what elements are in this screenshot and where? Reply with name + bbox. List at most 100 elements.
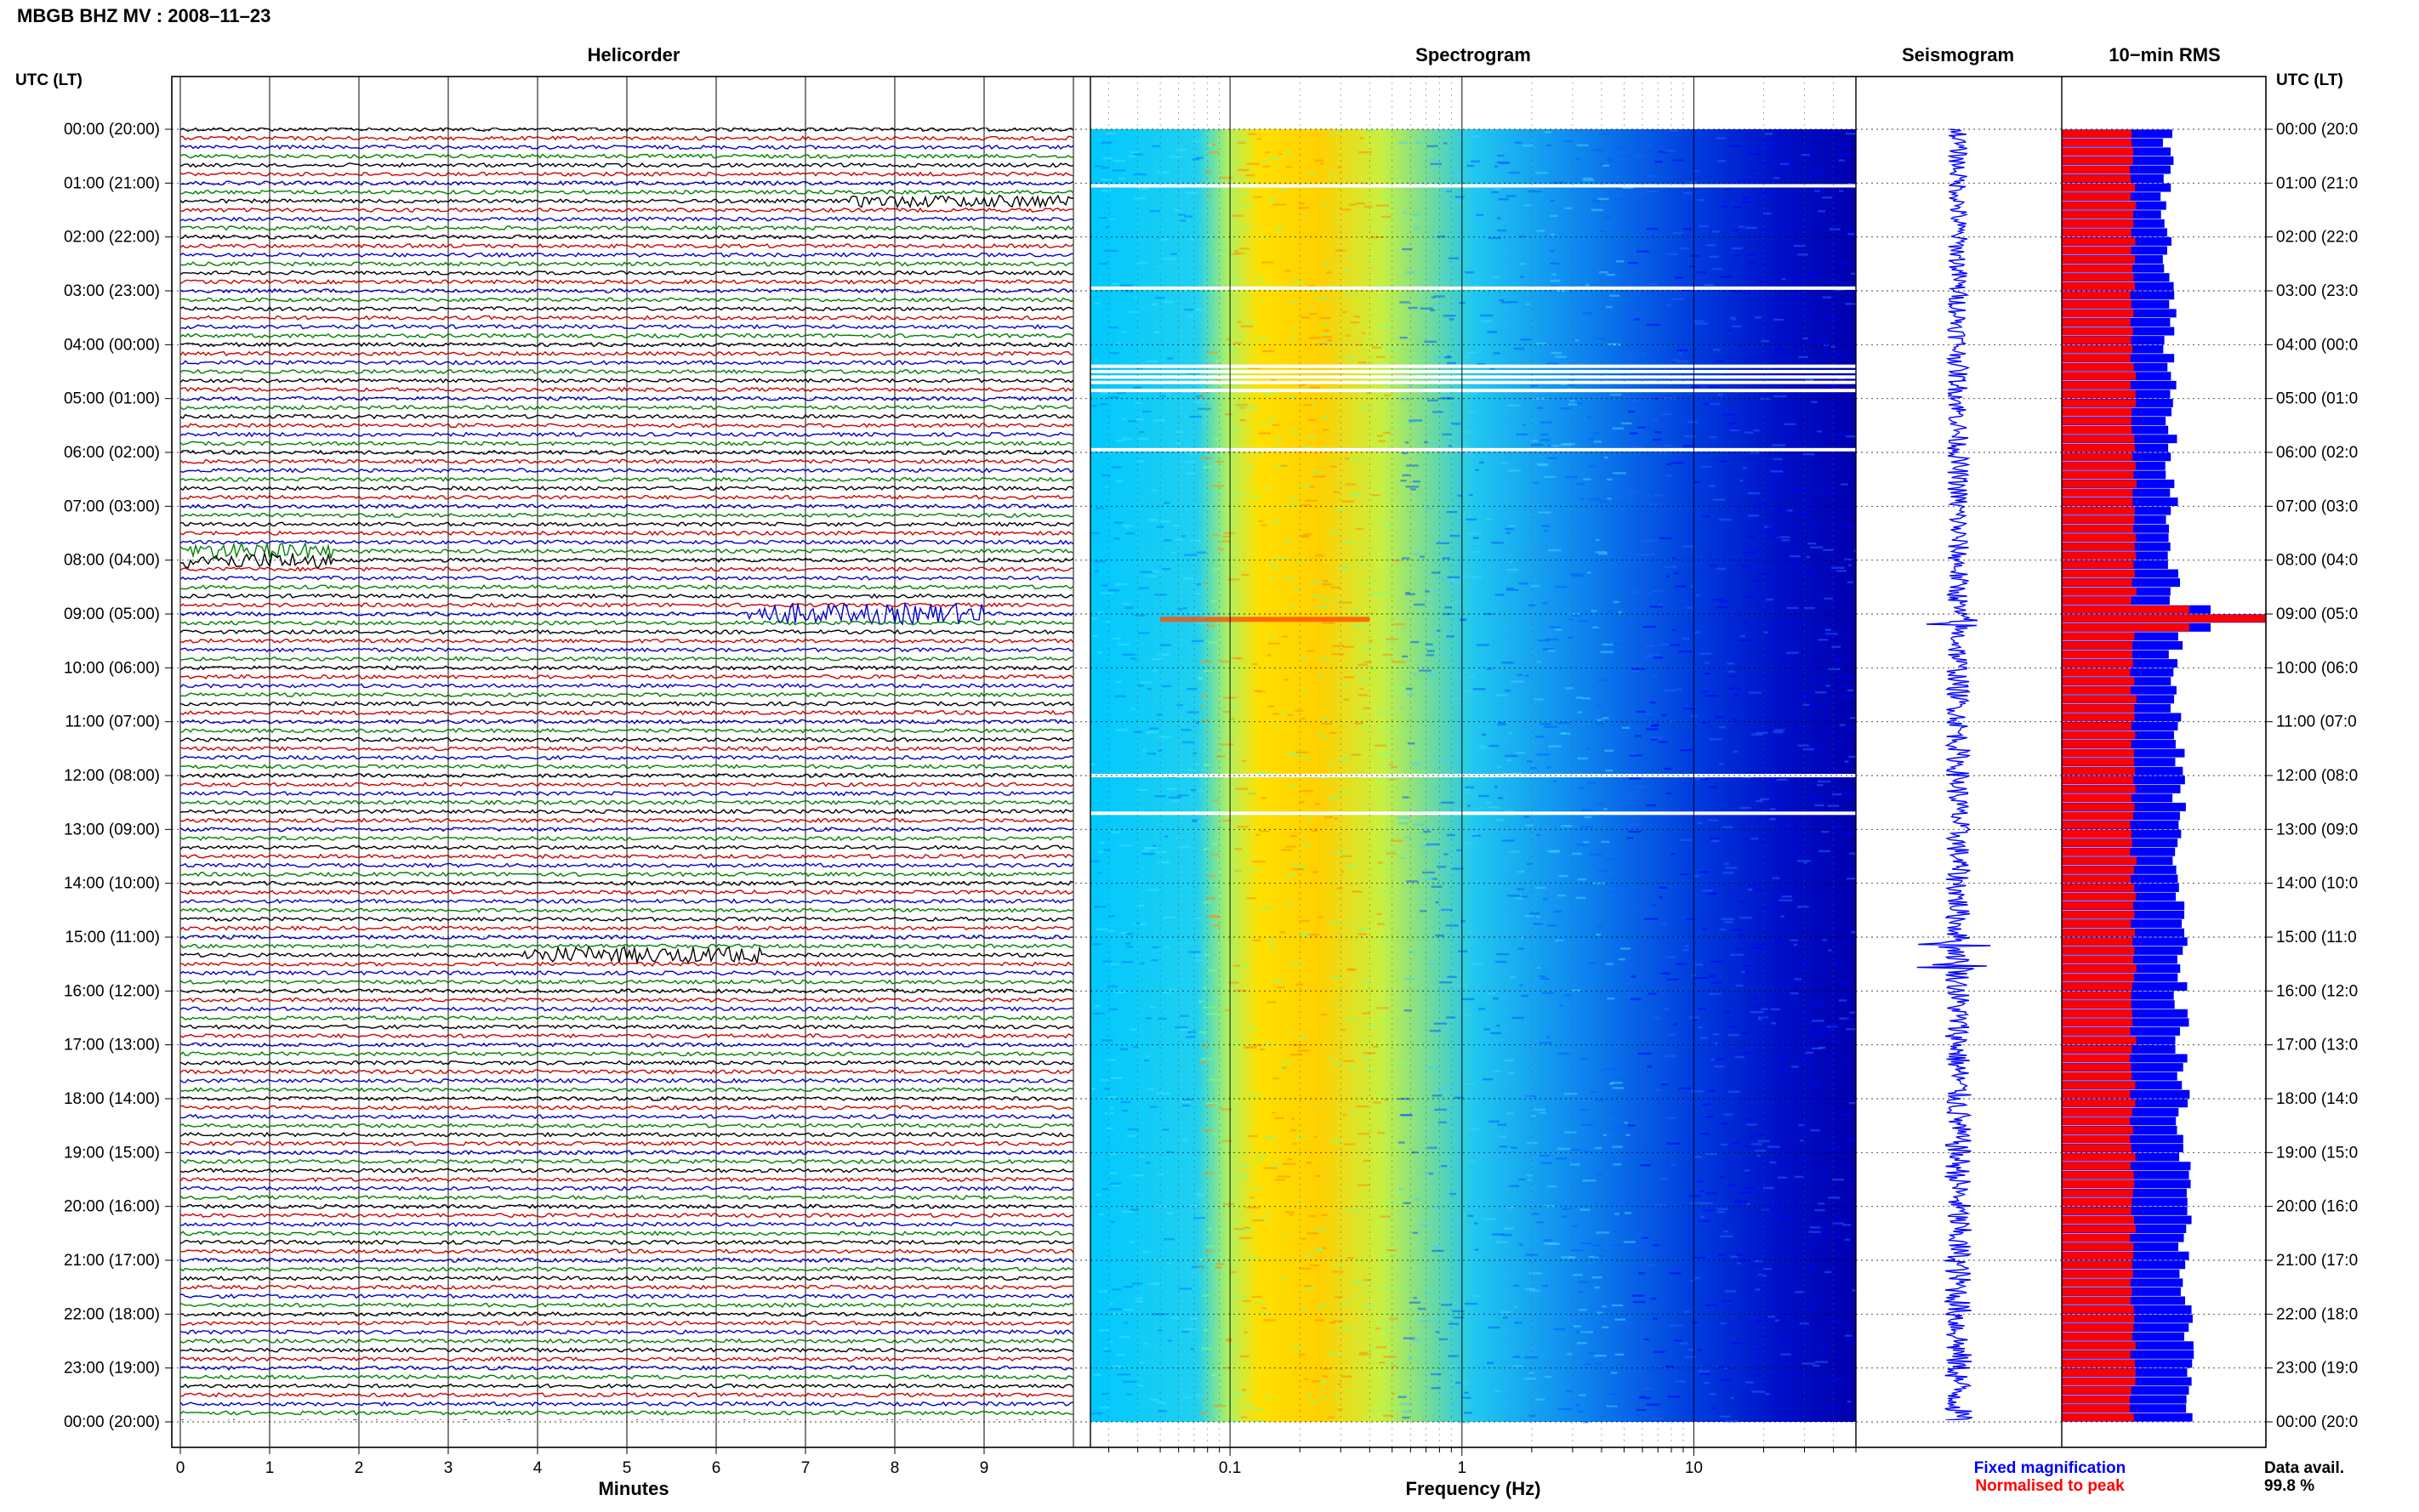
spectrogram-pixel [1432, 304, 1447, 307]
spectrogram-pixel [1144, 1059, 1149, 1062]
spectrogram-pixel [1357, 714, 1363, 717]
spectrogram-pixel [1198, 1259, 1205, 1261]
spectrogram-pixel [1534, 698, 1544, 701]
spectrogram-pixel [1233, 1295, 1248, 1298]
spectrogram-pixel [1511, 772, 1522, 775]
helicorder-x-tick-label: 5 [623, 1459, 632, 1477]
spectrogram-pixel [1773, 395, 1787, 398]
spectrogram-pixel [1101, 167, 1109, 169]
spectrogram-pixel [1594, 1362, 1602, 1365]
rms-bar-normalised [2062, 812, 2133, 820]
spectrogram-pixel [1845, 303, 1857, 305]
spectrogram-pixel [1515, 752, 1525, 754]
rms-bar-normalised [2062, 543, 2135, 551]
spectrogram-pixel [1421, 878, 1434, 880]
spectrogram-pixel [1184, 308, 1193, 311]
spectrogram-pixel [1094, 302, 1101, 305]
spectrogram-pixel [1124, 1286, 1133, 1288]
spectrogram-pixel [1164, 300, 1175, 303]
spectrogram-pixel [1188, 315, 1194, 317]
spectrogram-pixel [1488, 236, 1501, 240]
spectrogram-pixel [1215, 1266, 1222, 1269]
spectrogram-pixel [1559, 407, 1572, 410]
spectrogram-pixel [1252, 939, 1261, 942]
spectrogram-pixel [1665, 1117, 1676, 1120]
spectrogram-pixel [1488, 1120, 1500, 1123]
spectrogram-pixel [1420, 555, 1425, 558]
spectrogram-pixel [1341, 356, 1355, 359]
spectrogram-pixel [1437, 1121, 1447, 1123]
spectrogram-pixel [1546, 362, 1559, 365]
rms-bar-normalised [2062, 318, 2131, 327]
helicorder-trace [179, 907, 1074, 913]
helicorder-trace [179, 764, 1074, 770]
spectrogram-pixel [1694, 963, 1703, 966]
helicorder-trace [179, 1176, 1074, 1183]
spectrogram-pixel [1552, 780, 1557, 782]
spectrogram-pixel [1464, 1391, 1469, 1395]
spectrogram-pixel [1798, 728, 1804, 731]
spectrogram-pixel [1724, 862, 1729, 866]
hour-label-left: 21:00 (17:00) [64, 1252, 160, 1270]
spectrogram-pixel [1730, 1396, 1734, 1400]
spectrogram-pixel [1281, 713, 1289, 715]
spectrogram-pixel [1688, 1349, 1693, 1351]
spectrogram-pixel [1518, 936, 1524, 939]
spectrogram-pixel [1379, 752, 1389, 754]
spectrogram-pixel [1175, 538, 1183, 541]
spectrogram-pixel [1544, 131, 1552, 134]
rms-bar-normalised [2062, 1036, 2137, 1044]
spectrogram-pixel [1620, 422, 1632, 425]
spectrogram-pixel [1099, 392, 1108, 395]
spectrogram-pixel [1637, 1052, 1652, 1055]
spectrogram-pixel [1831, 1220, 1844, 1224]
spectrogram-data-gap [1090, 447, 1856, 452]
rms-bar-normalised [2062, 560, 2134, 569]
spectrogram-pixel [1379, 939, 1392, 942]
hour-label-right: 04:00 (00:0 [2276, 336, 2358, 354]
spectrogram-pixel [1543, 529, 1548, 532]
spectrogram-pixel [1786, 651, 1799, 654]
spectrogram-pixel [1426, 650, 1435, 652]
spectrogram-pixel [1604, 749, 1614, 752]
spectrogram-pixel [1702, 1103, 1711, 1106]
spectrogram-pixel [1289, 605, 1294, 608]
rms-bar-normalised [2062, 1135, 2131, 1143]
spectrogram-pixel [1135, 197, 1146, 200]
spectrogram-pixel [1710, 1058, 1716, 1060]
spectrogram-pixel [1108, 915, 1115, 918]
spectrogram-pixel [1621, 979, 1632, 982]
spectrogram-pixel [1550, 233, 1555, 236]
spectrogram-pixel [1849, 1011, 1857, 1014]
spectrogram-pixel [1300, 1309, 1306, 1311]
spectrogram-pixel [1804, 1331, 1810, 1333]
spectrogram-pixel [1253, 196, 1263, 198]
spectrogram-pixel [1536, 406, 1544, 409]
spectrogram-pixel [1526, 760, 1533, 763]
spectrogram-pixel [1728, 145, 1741, 147]
spectrogram-pixel [1602, 1326, 1608, 1329]
spectrogram-pixel [1261, 350, 1275, 353]
spectrogram-pixel [1741, 1032, 1750, 1035]
spectrogram-pixel [1825, 343, 1830, 345]
spectrogram-pixel [1828, 1148, 1834, 1151]
helicorder-trace [179, 782, 1074, 787]
spectrogram-pixel [1328, 1352, 1341, 1355]
spectrogram-pixel [1544, 725, 1558, 728]
spectrogram-pixel [1665, 463, 1672, 466]
spectrogram-pixel [1541, 992, 1555, 994]
helicorder-trace [179, 1392, 1074, 1398]
spectrogram-pixel [1727, 1033, 1739, 1037]
spectrogram-pixel [1731, 247, 1743, 250]
spectrogram-pixel [1336, 887, 1343, 890]
helicorder-trace [179, 979, 1074, 986]
spectrogram-pixel [1181, 1331, 1189, 1333]
spectrogram-pixel [1146, 575, 1158, 577]
helicorder-trace [180, 691, 1074, 698]
spectrogram-pixel [1497, 765, 1502, 769]
spectrogram-pixel [1697, 199, 1705, 202]
spectrogram-pixel [1844, 832, 1853, 835]
spectrogram-pixel [1524, 674, 1529, 677]
spectrogram-pixel [1153, 331, 1161, 334]
spectrogram-pixel [1199, 1031, 1206, 1034]
